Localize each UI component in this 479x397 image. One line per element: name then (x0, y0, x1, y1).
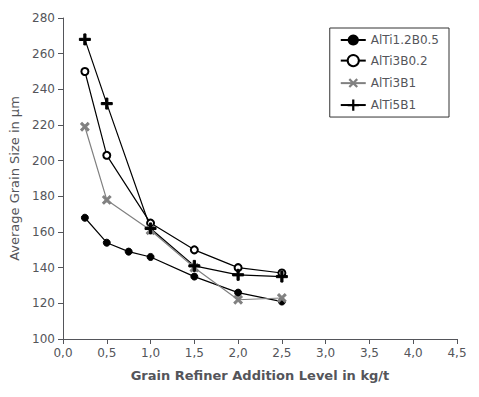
svg-text:200: 200 (32, 154, 55, 168)
svg-text:AlTi1.2B0.5: AlTi1.2B0.5 (371, 33, 439, 47)
svg-text:280: 280 (32, 11, 55, 25)
svg-text:AlTi3B0.2: AlTi3B0.2 (371, 54, 428, 68)
svg-text:100: 100 (32, 332, 55, 346)
svg-text:0,5: 0,5 (97, 346, 116, 360)
svg-text:1,0: 1,0 (141, 346, 160, 360)
svg-text:2,5: 2,5 (272, 346, 291, 360)
svg-text:Grain Refiner Addition Level i: Grain Refiner Addition Level in kg/t (131, 368, 390, 383)
svg-text:1,5: 1,5 (185, 346, 204, 360)
svg-text:180: 180 (32, 189, 55, 203)
svg-text:220: 220 (32, 118, 55, 132)
svg-text:3,0: 3,0 (316, 346, 335, 360)
svg-text:AlTi5B1: AlTi5B1 (371, 98, 416, 112)
svg-text:260: 260 (32, 47, 55, 61)
svg-text:3,5: 3,5 (360, 346, 379, 360)
svg-text:240: 240 (32, 82, 55, 96)
svg-text:140: 140 (32, 261, 55, 275)
svg-text:2,0: 2,0 (229, 346, 248, 360)
svg-text:120: 120 (32, 296, 55, 310)
svg-text:AlTi3B1: AlTi3B1 (371, 76, 416, 90)
svg-text:4,5: 4,5 (447, 346, 466, 360)
svg-text:160: 160 (32, 225, 55, 239)
svg-text:4,0: 4,0 (404, 346, 423, 360)
svg-text:Average Grain Size in µm: Average Grain Size in µm (7, 96, 22, 261)
svg-text:0,0: 0,0 (53, 346, 72, 360)
